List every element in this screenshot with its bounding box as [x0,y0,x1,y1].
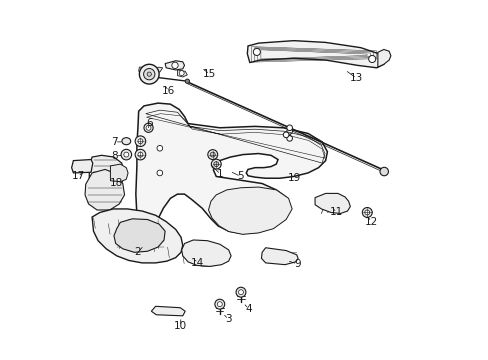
Circle shape [157,145,163,151]
Text: 5: 5 [237,171,244,181]
Text: 16: 16 [162,86,175,96]
Text: 15: 15 [203,69,216,79]
Text: 11: 11 [329,207,343,217]
Circle shape [362,207,371,217]
Polygon shape [182,240,231,266]
Text: 17: 17 [71,171,84,181]
Text: 4: 4 [245,304,251,314]
Circle shape [123,152,128,157]
Circle shape [364,210,369,215]
Circle shape [207,150,217,159]
Polygon shape [151,306,185,316]
Polygon shape [110,164,128,182]
Text: 10: 10 [173,321,186,332]
Polygon shape [155,67,163,72]
Circle shape [286,125,292,131]
Polygon shape [261,248,298,265]
Polygon shape [165,61,184,70]
Polygon shape [208,187,291,234]
Polygon shape [377,49,390,67]
Circle shape [238,290,243,294]
Circle shape [286,136,292,141]
Circle shape [157,170,163,176]
Circle shape [211,159,221,169]
Circle shape [147,72,151,76]
Circle shape [213,162,218,167]
Polygon shape [92,209,183,263]
Circle shape [253,48,260,55]
Polygon shape [247,41,383,68]
Circle shape [368,55,375,63]
Text: 7: 7 [111,137,118,147]
Circle shape [139,64,159,84]
Text: 13: 13 [349,73,363,84]
Text: 9: 9 [293,259,300,269]
Circle shape [146,125,151,130]
Circle shape [143,68,155,80]
Text: 1: 1 [217,169,224,179]
Circle shape [138,139,142,144]
Polygon shape [114,219,165,252]
Circle shape [121,149,131,160]
Ellipse shape [122,138,130,145]
Polygon shape [139,67,147,71]
Circle shape [138,152,142,157]
Polygon shape [136,103,327,248]
Polygon shape [89,155,123,196]
Text: 14: 14 [191,258,204,268]
Text: 8: 8 [111,151,118,161]
Circle shape [179,71,184,76]
Circle shape [135,136,145,147]
Polygon shape [71,159,93,173]
Text: 2: 2 [134,247,141,257]
Circle shape [210,152,215,157]
Text: 6: 6 [145,118,152,128]
Text: 12: 12 [364,217,377,227]
Circle shape [283,132,288,138]
Text: 18: 18 [110,178,123,188]
Circle shape [185,79,189,83]
Circle shape [214,299,224,309]
Circle shape [286,129,292,134]
Polygon shape [177,70,187,77]
Text: 3: 3 [225,314,231,324]
Polygon shape [314,193,349,213]
Circle shape [236,287,245,297]
Circle shape [379,167,387,176]
Text: 19: 19 [287,173,301,183]
Polygon shape [85,170,124,210]
Circle shape [171,62,178,68]
Circle shape [143,123,153,132]
Circle shape [135,149,145,160]
Circle shape [217,302,222,307]
